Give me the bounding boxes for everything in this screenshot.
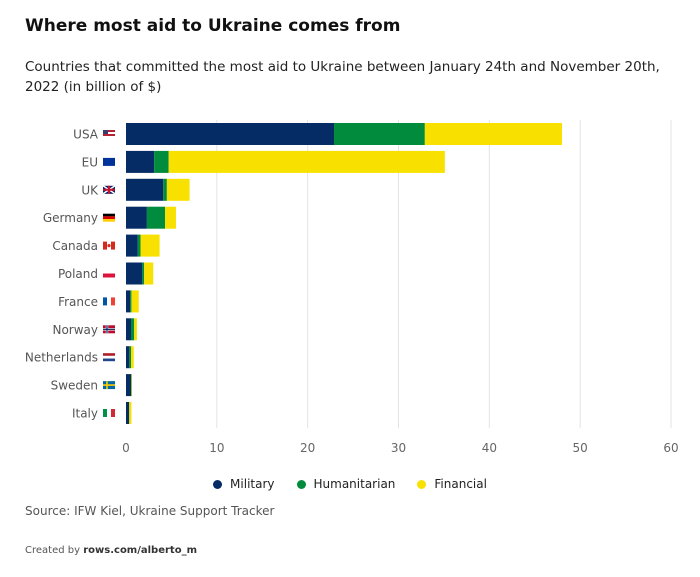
bar-financial-poland — [144, 262, 154, 285]
bar-humanitarian-germany — [146, 206, 166, 229]
bar-financial-eu — [168, 150, 445, 173]
flag-us-icon — [103, 136, 115, 138]
flag-us-icon — [103, 130, 115, 132]
flag-de-icon — [103, 213, 115, 217]
bar-military-germany — [126, 206, 147, 229]
category-label: Italy — [72, 407, 98, 421]
chart-subtitle: Countries that committed the most aid to… — [25, 59, 660, 95]
footer-prefix: Created by — [25, 545, 81, 556]
flag-nl-icon — [103, 358, 115, 362]
bar-chart: 0 10 20 30 40 50 60 USA EU UK Germany Canada Poland F… — [25, 120, 679, 455]
x-tick-label: 40 — [482, 441, 497, 455]
flag-pl-icon — [103, 273, 115, 278]
flag-no-icon — [103, 325, 115, 334]
category-label: USA — [73, 128, 99, 142]
bar-financial-canada — [140, 234, 160, 257]
flag-nl-icon — [103, 355, 115, 359]
flag-it-icon — [107, 409, 111, 417]
footer-link[interactable]: rows.com/alberto_m — [83, 545, 197, 556]
bar-military-eu — [126, 150, 155, 173]
bar-military-canada — [126, 234, 138, 257]
flag-eu-icon — [103, 157, 115, 166]
bar-financial-france — [131, 290, 139, 313]
flag-ca-icon — [111, 241, 115, 250]
category-label: EU — [82, 155, 98, 169]
flag-us-icon — [103, 130, 108, 134]
legend-label: Humanitarian — [313, 477, 396, 491]
legend: Military Humanitarian Financial — [0, 477, 700, 491]
legend-swatch — [296, 479, 306, 489]
footer: Created by rows.com/alberto_m — [25, 545, 197, 556]
category-label: Poland — [58, 267, 98, 281]
flag-fr-icon — [111, 297, 115, 306]
source-note: Source: IFW Kiel, Ukraine Support Tracke… — [25, 504, 275, 518]
chart-title: Where most aid to Ukraine comes from — [25, 16, 401, 36]
flag-us-icon — [103, 134, 115, 136]
legend-swatch — [417, 479, 427, 489]
category-label: UK — [81, 183, 99, 197]
flag-de-icon — [103, 219, 115, 222]
bar-financial-uk — [166, 178, 190, 201]
x-tick-label: 50 — [573, 441, 588, 455]
x-tick-label: 60 — [663, 441, 678, 455]
legend-label: Financial — [434, 477, 487, 491]
bar-humanitarian-canada — [137, 234, 141, 257]
bar-humanitarian-france — [130, 290, 132, 313]
category-label: Norway — [52, 323, 98, 337]
bar-military-sweden — [126, 374, 131, 397]
flag-nl-icon — [103, 353, 115, 356]
flag-pl-icon — [103, 269, 115, 274]
x-tick-label: 20 — [300, 441, 315, 455]
bar-military-uk — [126, 178, 164, 201]
category-label: France — [58, 295, 98, 309]
category-label: Netherlands — [25, 351, 98, 365]
flag-fr-icon — [103, 297, 107, 306]
bar-humanitarian-usa — [334, 123, 425, 145]
flag-it-icon — [111, 409, 115, 417]
flag-us-icon — [103, 132, 115, 134]
bar-financial-netherlands — [130, 346, 134, 369]
legend-item-military: Military — [213, 477, 275, 491]
flag-it-icon — [103, 409, 107, 417]
flag-gb-icon — [103, 185, 115, 194]
flag-de-icon — [103, 216, 115, 220]
bar-financial-usa — [424, 123, 562, 145]
legend-item-financial: Financial — [417, 477, 487, 491]
legend-item-humanitarian: Humanitarian — [296, 477, 396, 491]
flag-ca-icon — [103, 241, 107, 250]
bar-humanitarian-netherlands — [129, 346, 131, 369]
category-label: Canada — [52, 239, 98, 253]
category-label: Sweden — [51, 379, 98, 393]
flag-ca-icon — [107, 244, 111, 248]
bar-financial-germany — [165, 206, 176, 229]
category-label: Germany — [43, 211, 98, 225]
bar-financial-italy — [129, 402, 132, 424]
bar-humanitarian-eu — [154, 150, 169, 173]
bar-humanitarian-norway — [130, 318, 135, 341]
bar-military-usa — [126, 123, 335, 145]
bar-military-poland — [126, 262, 143, 285]
legend-label: Military — [230, 477, 275, 491]
x-tick-label: 10 — [209, 441, 224, 455]
bar-financial-norway — [134, 318, 137, 341]
flag-fr-icon — [107, 297, 111, 306]
x-tick-label: 0 — [122, 441, 130, 455]
flag-se-icon — [103, 381, 115, 390]
bar-military-france — [126, 290, 131, 313]
bar-military-netherlands — [126, 346, 130, 369]
bar-military-italy — [126, 402, 129, 424]
bar-humanitarian-uk — [163, 178, 167, 201]
legend-swatch — [213, 479, 223, 489]
x-tick-label: 30 — [391, 441, 406, 455]
bar-humanitarian-poland — [142, 262, 145, 285]
bar-military-norway — [126, 318, 131, 341]
